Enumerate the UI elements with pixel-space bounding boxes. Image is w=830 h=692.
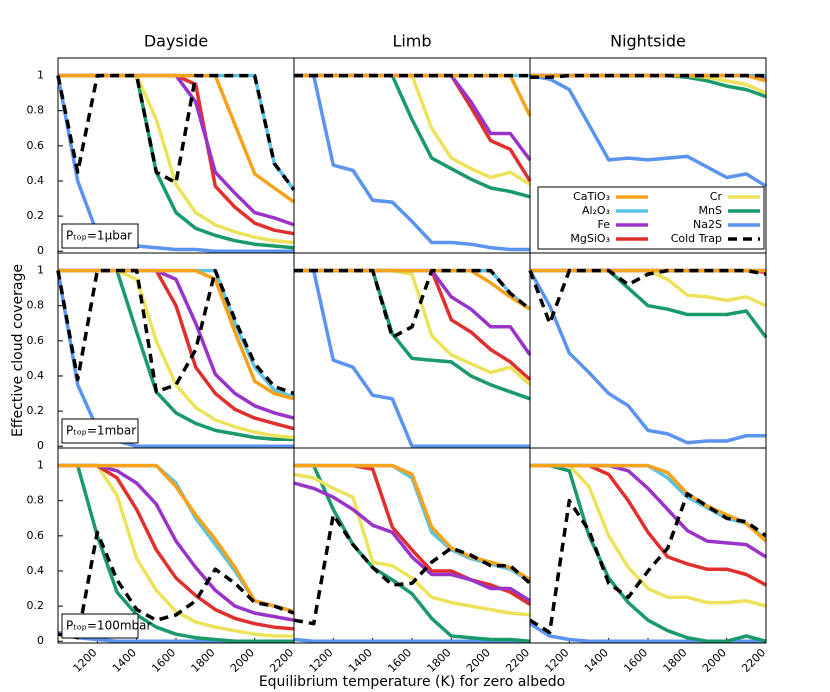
y-tick-label: 1 [37, 264, 44, 277]
y-tick-label: 0 [37, 244, 44, 257]
y-tick-label: 0.6 [27, 334, 45, 347]
series-line [56, 268, 295, 396]
x-tick-label: 2200 [503, 646, 532, 675]
panel-frame [529, 447, 767, 644]
series-line [294, 73, 532, 117]
annotation-box [61, 223, 139, 249]
y-tick-label: 1 [37, 69, 44, 82]
legend-label: Al₂O₃ [582, 204, 610, 217]
series-line [294, 268, 530, 448]
x-tick-label: 1600 [149, 646, 178, 675]
x-tick-label: 1600 [621, 646, 650, 675]
x-tick-label: 2200 [267, 646, 296, 675]
series-line [530, 268, 768, 339]
series-line [530, 73, 766, 80]
series-line [530, 463, 767, 643]
y-tick-label: 0.2 [27, 404, 45, 417]
legend-label: CaTiO₃ [573, 190, 610, 203]
series-line [57, 530, 295, 640]
series-line [294, 463, 531, 582]
y-tick-label: 0.8 [27, 299, 45, 312]
series-line [294, 73, 531, 186]
y-axis-label: Effective cloud coverage [10, 264, 26, 437]
y-tick-label: 0.4 [27, 174, 45, 187]
x-tick-label: 1800 [189, 646, 218, 675]
series-line [58, 463, 295, 614]
x-tick-label: 1800 [661, 646, 690, 675]
y-tick-label: 0.2 [27, 599, 45, 612]
series-line [530, 463, 768, 543]
y-tick-label: 0 [37, 634, 44, 647]
annotation-box [61, 613, 139, 639]
legend-label: Cold Trap [671, 232, 722, 245]
x-axis-label: Equilibrium temperature (K) for zero alb… [259, 674, 565, 690]
y-tick-label: 0.4 [27, 564, 45, 577]
series-line [293, 472, 531, 617]
annotation: Pₜₒₚ=100mbar [66, 619, 151, 633]
series-line [529, 73, 767, 188]
x-tick-label: 1200 [71, 646, 100, 675]
legend-label: Na2S [693, 218, 722, 231]
x-tick-label: 2000 [464, 646, 493, 675]
legend-label: MgSiO₃ [570, 232, 610, 245]
series-line [530, 463, 767, 587]
legend-label: Fe [598, 218, 611, 231]
x-tick-label: 1800 [425, 646, 454, 675]
panel-frame [529, 252, 767, 449]
y-tick-label: 0.4 [27, 369, 45, 382]
legend-label: Cr [710, 190, 723, 203]
series-line [294, 73, 531, 199]
series-line [530, 73, 767, 95]
y-tick-label: 0.8 [27, 104, 45, 117]
y-tick-label: 0.6 [27, 139, 45, 152]
series-line [294, 463, 531, 643]
series-line [58, 268, 295, 401]
x-tick-label: 1600 [385, 646, 414, 675]
x-tick-label: 1400 [582, 646, 611, 675]
annotation: Pₜₒₚ=1mbar [66, 424, 136, 438]
x-tick-label: 1400 [346, 646, 375, 675]
series-line [294, 268, 532, 340]
series-line [530, 463, 767, 559]
series-line [56, 73, 296, 191]
x-tick-label: 2200 [739, 646, 768, 675]
series-line [528, 269, 766, 445]
y-tick-label: 1 [37, 459, 44, 472]
series-line [528, 268, 767, 326]
column-title: Nightside [610, 32, 686, 51]
column-title: Limb [392, 32, 431, 51]
y-tick-label: 0 [37, 439, 44, 452]
y-tick-label: 0.6 [27, 529, 45, 542]
series-line [293, 481, 531, 603]
x-tick-label: 2000 [700, 646, 729, 675]
x-tick-label: 1200 [543, 646, 572, 675]
y-tick-label: 0.8 [27, 494, 45, 507]
y-tick-label: 0.2 [27, 209, 45, 222]
series-line [294, 73, 530, 252]
x-tick-label: 2000 [228, 646, 257, 675]
x-tick-label: 1200 [307, 646, 336, 675]
series-line [293, 513, 532, 626]
series-line [294, 268, 531, 311]
legend-label: MnS [699, 204, 722, 217]
column-title: Dayside [144, 32, 208, 51]
legend-box [537, 186, 765, 250]
annotation-box [61, 418, 139, 444]
series-line [529, 491, 768, 635]
annotation: Pₜₒₚ=1μbar [66, 229, 132, 243]
x-tick-label: 1400 [110, 646, 139, 675]
series-line [294, 73, 532, 182]
